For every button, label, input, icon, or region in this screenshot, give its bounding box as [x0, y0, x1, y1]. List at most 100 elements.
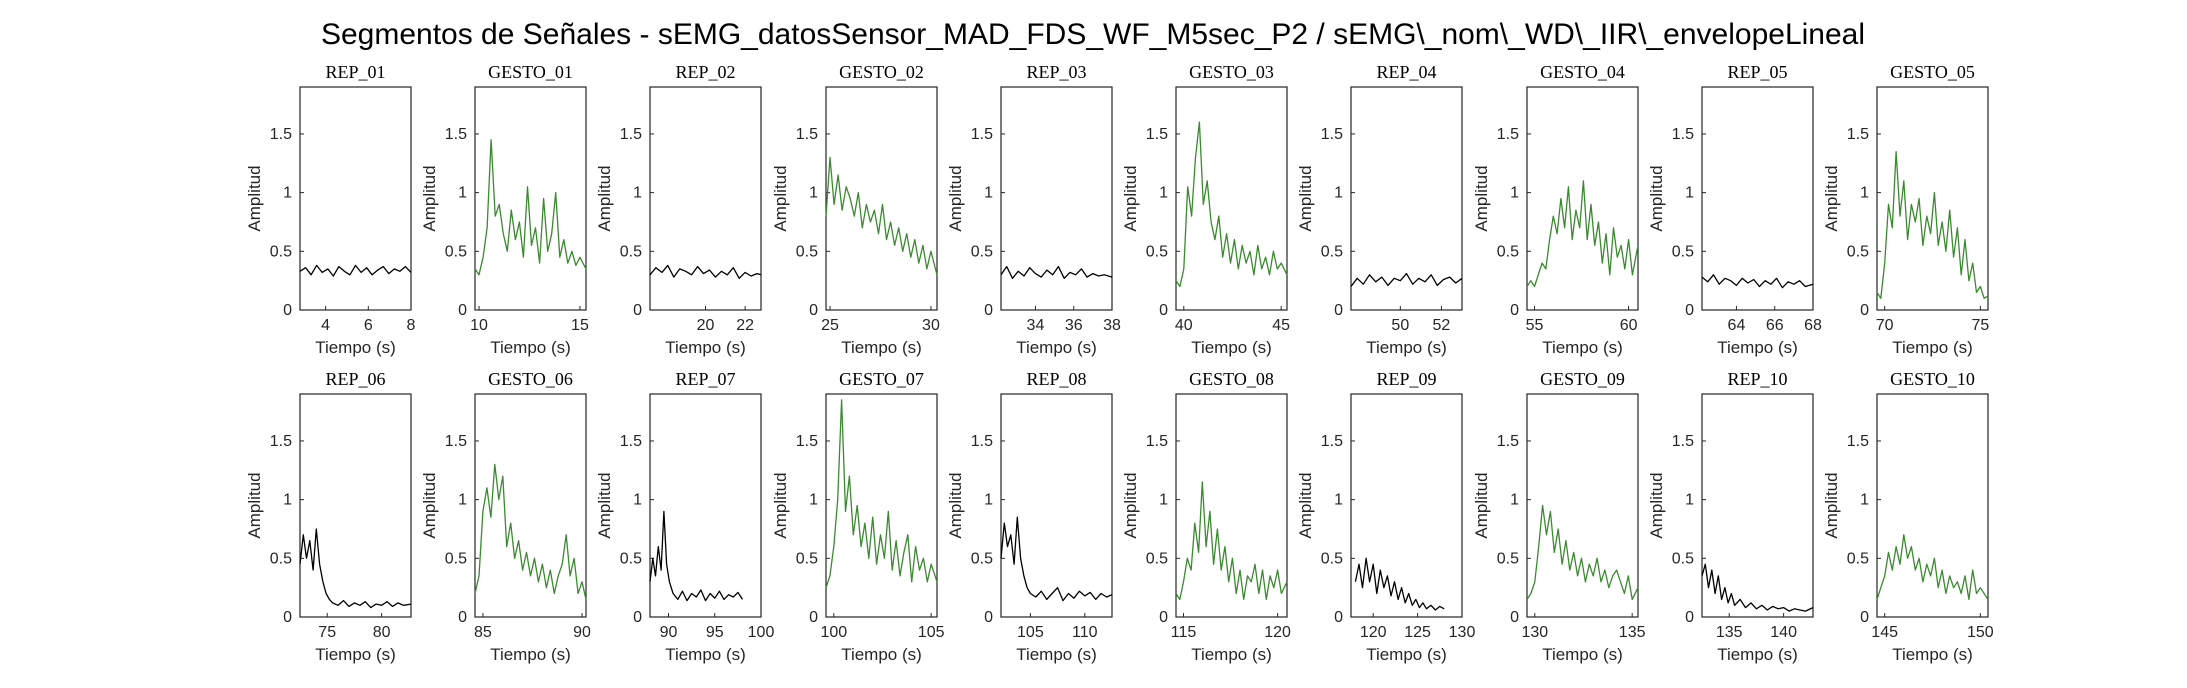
y-tick-label: 1 [1159, 492, 1168, 509]
x-tick-label: 85 [474, 624, 492, 641]
y-axis-label: Amplitud [595, 165, 614, 231]
y-tick-label: 0.5 [796, 550, 818, 567]
signal-line [825, 399, 938, 588]
x-tick-label: 45 [1272, 317, 1290, 334]
subplot-gesto-04: GESTO_04 0 0.5 1 1.5 55 60 Tiempo (s) Amplitud [1472, 62, 1639, 357]
y-tick-label: 0 [1334, 609, 1343, 626]
x-tick-label: 66 [1766, 317, 1784, 334]
x-axis-label: Tiempo (s) [665, 645, 746, 664]
plot-frame [1701, 393, 1814, 618]
plot-frame [474, 86, 587, 311]
signal-line [1000, 516, 1113, 602]
y-tick-label: 1 [1685, 185, 1694, 202]
y-tick-label: 1.5 [1847, 433, 1869, 450]
x-axis-label: Tiempo (s) [1191, 338, 1272, 357]
y-tick-label: 1.5 [971, 126, 993, 143]
subplot-rep-08: REP_08 0 0.5 1 1.5 105 110 Tiempo (s) Amplitud [946, 369, 1113, 664]
signal-line [1526, 504, 1639, 601]
x-axis-label: Tiempo (s) [1717, 645, 1798, 664]
x-axis-label: Tiempo (s) [841, 645, 922, 664]
y-tick-label: 0 [1510, 609, 1519, 626]
subplot-gesto-08: GESTO_08 0 0.5 1 1.5 115 120 Tiempo (s) Amplitud [1121, 369, 1291, 664]
plot-frame [1876, 86, 1989, 311]
y-tick-label: 0 [809, 609, 818, 626]
x-axis-label: Tiempo (s) [490, 645, 571, 664]
y-tick-label: 0.5 [1847, 243, 1869, 260]
plot-frame [825, 393, 938, 618]
y-tick-label: 0 [633, 609, 642, 626]
x-tick-label: 8 [407, 317, 416, 334]
x-axis-label: Tiempo (s) [841, 338, 922, 357]
x-tick-label: 125 [1404, 624, 1431, 641]
plot-frame [1000, 393, 1113, 618]
y-tick-label: 1 [1860, 492, 1869, 509]
subplot-title: REP_01 [325, 62, 385, 82]
subplot-title: GESTO_07 [839, 369, 924, 389]
y-tick-label: 1.5 [971, 433, 993, 450]
y-tick-label: 0 [633, 302, 642, 319]
x-tick-label: 50 [1391, 317, 1409, 334]
x-tick-label: 130 [1521, 624, 1548, 641]
x-tick-label: 75 [318, 624, 336, 641]
y-tick-label: 0 [984, 302, 993, 319]
y-tick-label: 1.5 [270, 433, 292, 450]
y-axis-label: Amplitud [1822, 472, 1841, 538]
subplot-title: REP_03 [1026, 62, 1086, 82]
y-axis-label: Amplitud [245, 165, 264, 231]
x-axis-label: Tiempo (s) [1016, 338, 1097, 357]
y-tick-label: 1.5 [1497, 126, 1519, 143]
x-tick-label: 135 [1619, 624, 1646, 641]
x-tick-label: 15 [571, 317, 589, 334]
y-tick-label: 1 [809, 492, 818, 509]
signal-line [1701, 563, 1814, 612]
y-tick-label: 1 [1334, 185, 1343, 202]
subplot-title: GESTO_06 [488, 369, 573, 389]
signal-line [1876, 534, 1989, 601]
y-tick-label: 1 [1510, 185, 1519, 202]
subplot-title: REP_06 [325, 369, 385, 389]
y-tick-label: 0.5 [270, 243, 292, 260]
x-tick-label: 120 [1360, 624, 1387, 641]
y-tick-label: 1.5 [1672, 126, 1694, 143]
y-tick-label: 1 [1334, 492, 1343, 509]
plot-frame [1701, 86, 1814, 311]
x-tick-label: 64 [1728, 317, 1746, 334]
x-tick-label: 30 [922, 317, 940, 334]
x-tick-label: 75 [1971, 317, 1989, 334]
y-tick-label: 0.5 [1497, 243, 1519, 260]
signal-line [1350, 272, 1463, 287]
y-tick-label: 1.5 [270, 126, 292, 143]
y-tick-label: 0.5 [1321, 550, 1343, 567]
x-tick-label: 70 [1876, 317, 1894, 334]
y-tick-label: 0 [1685, 609, 1694, 626]
y-tick-label: 0.5 [1146, 243, 1168, 260]
y-axis-label: Amplitud [420, 165, 439, 231]
y-tick-label: 0.5 [620, 550, 642, 567]
x-axis-label: Tiempo (s) [665, 338, 746, 357]
plot-frame [649, 393, 762, 618]
y-axis-label: Amplitud [420, 472, 439, 538]
subplot-title: GESTO_02 [839, 62, 924, 82]
subplot-rep-05: REP_05 0 0.5 1 1.5 64 66 68 Tiempo (s) Amplitud [1647, 62, 1822, 357]
signal-line [1701, 274, 1814, 289]
x-tick-label: 22 [736, 317, 754, 334]
y-tick-label: 0 [984, 609, 993, 626]
y-tick-label: 1.5 [1672, 433, 1694, 450]
x-axis-label: Tiempo (s) [1542, 645, 1623, 664]
plot-frame [1000, 86, 1113, 311]
y-tick-label: 1.5 [1321, 126, 1343, 143]
y-axis-label: Amplitud [771, 165, 790, 231]
y-tick-label: 1 [984, 185, 993, 202]
x-tick-label: 90 [660, 624, 678, 641]
y-tick-label: 0 [283, 302, 292, 319]
y-tick-label: 1 [809, 185, 818, 202]
subplot-title: REP_07 [675, 369, 735, 389]
y-tick-label: 1 [633, 185, 642, 202]
x-tick-label: 68 [1804, 317, 1822, 334]
y-tick-label: 0.5 [1672, 550, 1694, 567]
subplot-rep-04: REP_04 0 0.5 1 1.5 50 52 Tiempo (s) Amplitud [1296, 62, 1463, 357]
y-axis-label: Amplitud [1296, 472, 1315, 538]
